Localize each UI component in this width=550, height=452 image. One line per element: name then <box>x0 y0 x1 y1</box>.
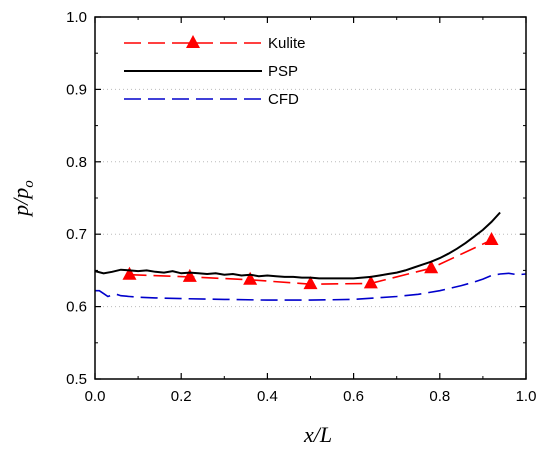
y-tick-label-5: 1.0 <box>66 9 87 26</box>
point-kulite-6 <box>484 231 499 245</box>
legend-entry-kulite: Kulite <box>124 35 306 52</box>
point-kulite-3 <box>303 276 318 290</box>
legend-label-kulite: Kulite <box>268 35 306 52</box>
legend-label-psp: PSP <box>268 63 298 80</box>
y-axis-label-main: p/p <box>8 188 33 218</box>
legend-entry-cfd: CFD <box>124 91 299 108</box>
series-layer <box>94 211 527 301</box>
y-tick-label-0: 0.5 <box>66 371 87 388</box>
y-axis-label-subscript: o <box>21 180 37 188</box>
legend-label-cfd: CFD <box>268 91 299 108</box>
point-kulite-5 <box>424 260 439 274</box>
tick-labels: 0.5 0.6 0.7 0.8 0.9 1.0 0.0 0.2 0.4 0.6 0.8 1.0 <box>66 9 536 405</box>
y-tick-label-4: 0.9 <box>66 81 87 98</box>
y-tick-label-2: 0.7 <box>66 226 87 243</box>
y-axis-label: p/po <box>8 180 37 218</box>
x-tick-label-5: 1.0 <box>516 388 537 405</box>
axis-ticks <box>94 16 527 380</box>
legend-entry-psp: PSP <box>124 63 298 80</box>
grid-lines <box>95 88 526 308</box>
legend-marker-kulite <box>186 35 200 48</box>
x-tick-label-3: 0.6 <box>343 388 364 405</box>
x-tick-label-4: 0.8 <box>429 388 450 405</box>
series-line-psp <box>94 211 501 280</box>
x-axis-label: x/L <box>303 422 332 447</box>
x-tick-label-2: 0.4 <box>257 388 278 405</box>
point-kulite-1 <box>182 268 197 282</box>
y-tick-label-1: 0.6 <box>66 299 87 316</box>
point-kulite-2 <box>243 271 258 285</box>
point-kulite-4 <box>363 275 378 289</box>
series-line-cfd <box>95 272 527 301</box>
x-tick-label-0: 0.0 <box>85 388 106 405</box>
x-tick-label-1: 0.2 <box>171 388 192 405</box>
legend: Kulite PSP CFD <box>124 35 306 108</box>
y-tick-label-3: 0.8 <box>66 154 87 171</box>
point-kulite-0 <box>122 266 137 280</box>
